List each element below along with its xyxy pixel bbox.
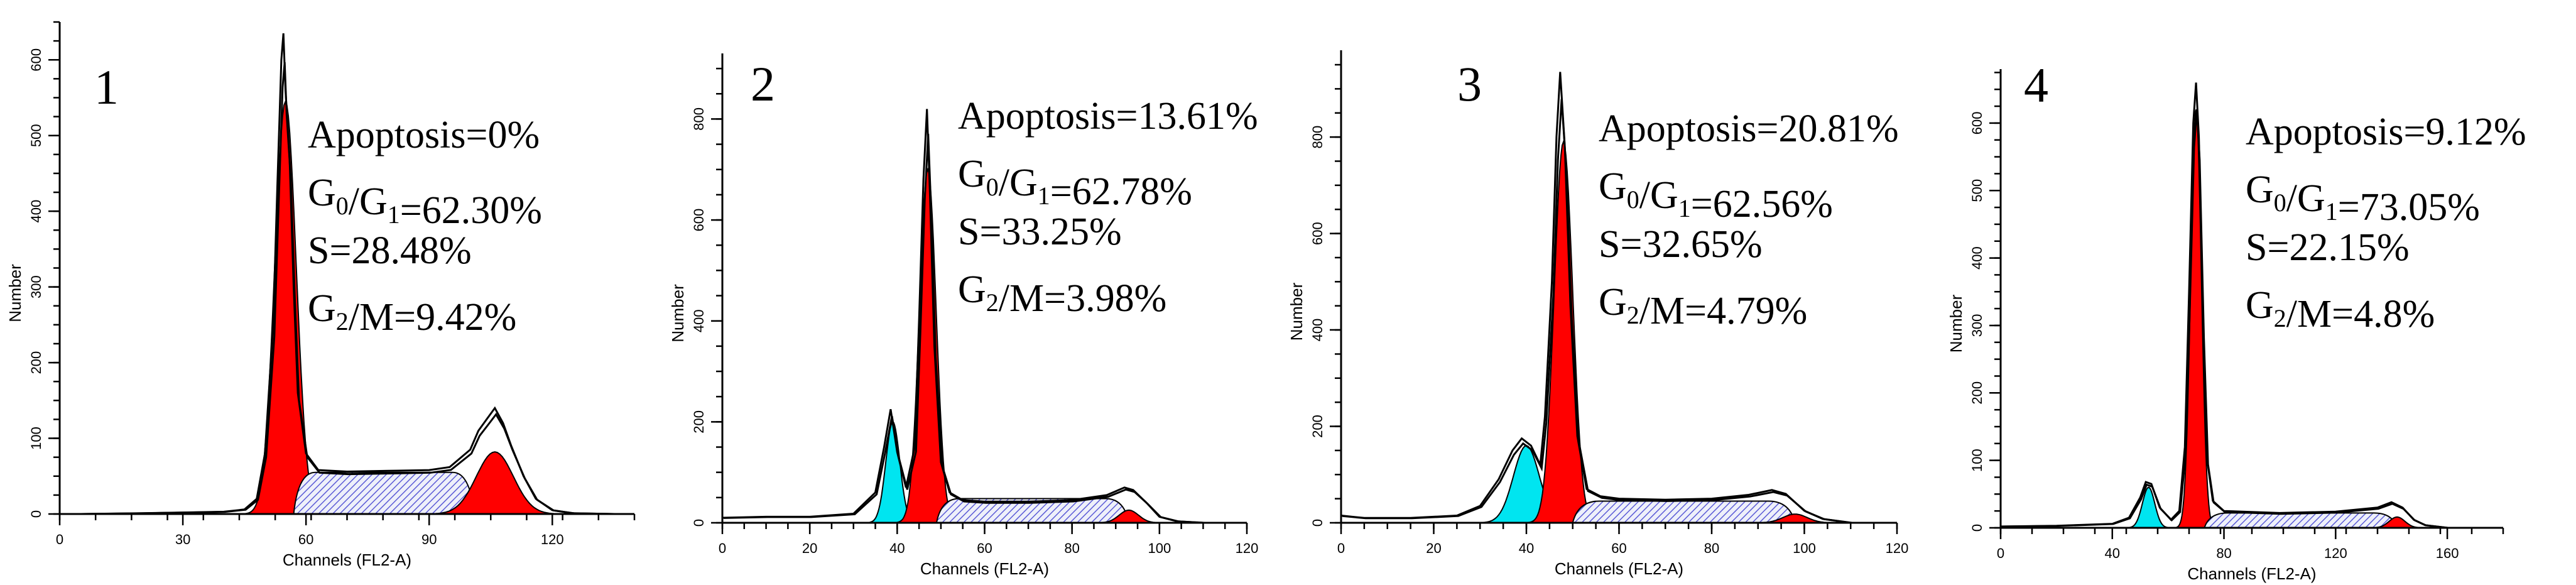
y-tick-label: 800 [691,107,707,131]
x-tick-label: 0 [1997,545,2004,561]
apoptosis-stat: Apoptosis=13.61% [958,95,1258,138]
y-tick-label: 0 [28,510,44,518]
component-g0-g1-peak [1526,139,1601,523]
y-axis-title: Number [1287,282,1306,341]
x-tick-label: 60 [1611,540,1626,556]
x-tick-label: 20 [1426,540,1441,556]
component-apoptosis-peak [2124,486,2173,528]
y-axis-title: Number [6,264,24,322]
x-tick-label: 0 [719,540,726,556]
x-tick-label: 100 [1148,540,1171,556]
x-tick-label: 60 [298,532,313,547]
histogram-trace-2 [2001,109,2448,529]
x-tick-label: 120 [1236,540,1259,556]
y-tick-label: 200 [691,410,707,434]
panel-2: 0 20 40 60 80 100 120 0 200 400 600 800 Channels (FL… [668,53,1258,578]
component-s-phase-band [2204,512,2398,528]
histogram-trace-2 [1342,99,1852,524]
x-tick-label: 20 [802,540,817,556]
panel-4: 0 40 80 120 160 0 100 200 300 400 500 600 Channels (… [1947,58,2526,583]
y-tick-label: 600 [1310,222,1325,245]
y-tick-label: 200 [28,351,44,375]
s-phase-stat: S=22.15% [2246,226,2410,269]
g2-m-stat: G2/M=4.8% [2246,284,2435,336]
histogram-trace-2 [81,62,616,515]
y-tick-label: 300 [28,275,44,298]
histogram-trace-1 [2000,82,2448,529]
y-tick-label: 500 [28,124,44,147]
y-tick-label: 400 [28,200,44,223]
x-tick-label: 160 [2436,545,2459,561]
apoptosis-stat: Apoptosis=0% [308,114,540,156]
g2-m-stat: G2/M=4.79% [1599,281,1807,332]
g0-g1-stat: G0/G1=62.56% [1599,165,1833,226]
y-tick-label: 400 [691,309,707,332]
x-tick-label: 0 [56,532,63,547]
x-axis-title: Channels (FL2-A) [920,559,1049,578]
x-tick-label: 120 [541,532,564,547]
y-axis-title: Number [668,284,687,342]
y-tick-label: 500 [1969,179,1985,202]
apoptosis-stat: Apoptosis=9.12% [2246,111,2526,153]
component-g2-m-peak [421,451,569,515]
y-tick-label: 400 [1969,246,1985,270]
x-tick-label: 30 [175,532,190,547]
apoptosis-stat: Apoptosis=20.81% [1599,107,1899,150]
y-tick-label: 800 [1310,126,1325,149]
y-tick-label: 100 [1969,449,1985,472]
histogram-trace-2 [724,133,1205,524]
g0-g1-stat: G0/G1=62.78% [958,153,1192,213]
component-g0-g1-peak [2174,109,2218,528]
y-tick-label: 600 [691,209,707,232]
panel-1: 0 30 60 90 120 0 100 200 300 400 500 600 Channels (F… [6,21,636,569]
component-s-phase-band [1572,500,1796,523]
x-tick-label: 40 [889,540,905,556]
g0-g1-stat: G0/G1=62.30% [308,172,542,232]
g2-m-stat: G2/M=9.42% [308,287,516,339]
histogram-trace-1 [80,33,614,515]
x-tick-label: 0 [1337,540,1345,556]
s-phase-stat: S=28.48% [308,229,472,272]
panel-number: 3 [1457,57,1482,111]
g2-m-stat: G2/M=3.98% [958,268,1166,320]
x-tick-label: 90 [421,532,437,547]
x-tick-label: 100 [1793,540,1816,556]
s-phase-stat: S=33.25% [958,210,1122,253]
x-tick-label: 60 [977,540,992,556]
y-tick-label: 0 [691,519,707,527]
x-tick-label: 120 [2324,545,2347,561]
y-axis-title: Number [1947,294,1965,353]
g0-g1-stat: G0/G1=73.05% [2246,168,2480,229]
x-tick-label: 80 [1064,540,1079,556]
s-phase-stat: S=32.65% [1599,223,1763,266]
y-tick-label: 600 [1969,112,1985,135]
x-axis-title: Channels (FL2-A) [2187,564,2316,583]
y-tick-label: 200 [1310,415,1325,438]
panel-number: 2 [751,57,775,111]
panel-number: 1 [94,60,119,114]
x-tick-label: 40 [1519,540,1534,556]
panel-number: 4 [2024,58,2048,112]
y-tick-label: 0 [1969,524,1985,532]
x-tick-label: 120 [1886,540,1909,556]
x-axis-title: Channels (FL2-A) [283,550,411,569]
y-tick-label: 400 [1310,319,1325,342]
y-tick-label: 100 [28,427,44,450]
x-axis-title: Channels (FL2-A) [1555,559,1683,578]
x-tick-label: 80 [1704,540,1719,556]
y-tick-label: 300 [1969,314,1985,337]
x-tick-label: 40 [2105,545,2120,561]
y-tick-label: 0 [1310,519,1325,527]
component-s-phase-band [293,471,476,515]
x-tick-label: 80 [2216,545,2231,561]
panel-3: 0 20 40 60 80 100 120 0 200 400 600 800 Channels (FL… [1287,50,1908,578]
component-g0-g1-peak [893,167,962,523]
y-tick-label: 200 [1969,381,1985,405]
y-tick-label: 600 [28,48,44,72]
